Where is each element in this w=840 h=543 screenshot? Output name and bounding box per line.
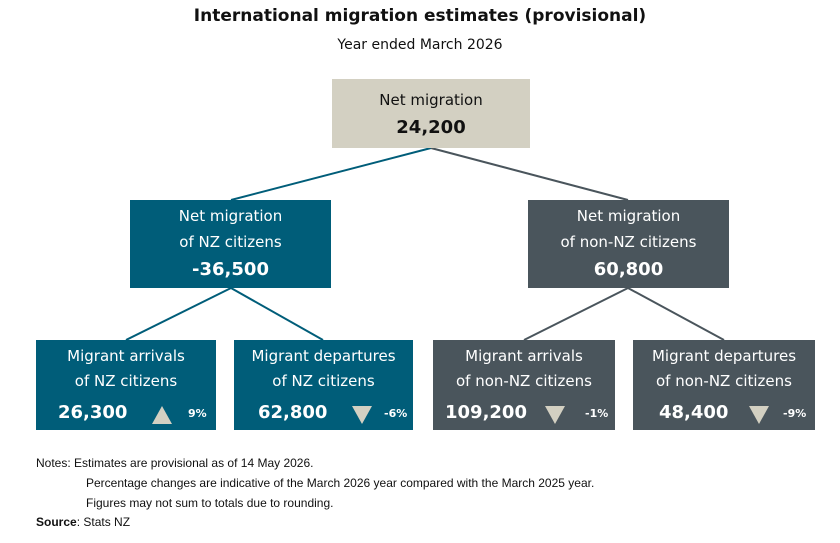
non-nz-net-label-line1: Net migration — [576, 207, 681, 225]
non-nz-departures-label-line2: of non-NZ citizens — [656, 372, 792, 390]
diagram-subtitle: Year ended March 2026 — [337, 37, 503, 53]
nz-departures-box: Migrant departures of NZ citizens 62,800… — [234, 340, 413, 430]
non-nz-citizens-net-box: Net migration of non-NZ citizens 60,800 — [528, 200, 729, 288]
nz-net-value: -36,500 — [192, 259, 269, 280]
down-arrow-icon — [749, 406, 769, 424]
notes-line3: Figures may not sum to totals due to rou… — [86, 496, 334, 510]
down-arrow-icon — [352, 406, 372, 424]
non-nz-net-value: 60,800 — [593, 259, 664, 280]
nz-departures-label-line1: Migrant departures — [251, 347, 396, 365]
nz-arrivals-label-line2: of NZ citizens — [74, 372, 178, 390]
notes-line1: Estimates are provisional as of 14 May 2… — [74, 456, 314, 470]
nz-departures-label-line2: of NZ citizens — [272, 372, 375, 390]
non-nz-arrivals-label-line1: Migrant arrivals — [465, 347, 583, 365]
net-migration-box: Net migration 24,200 — [332, 79, 530, 148]
connector-root-non-nz — [430, 147, 629, 201]
non-nz-arrivals-box: Migrant arrivals of non-NZ citizens 109,… — [433, 340, 615, 430]
non-nz-arrivals-value: 109,200 — [445, 402, 527, 423]
source-label: Source — [36, 515, 77, 529]
non-nz-departures-box: Migrant departures of non-NZ citizens 48… — [633, 340, 815, 430]
non-nz-departures-label-line1: Migrant departures — [651, 347, 797, 365]
nz-arrivals-box: Migrant arrivals of NZ citizens 26,300 9… — [36, 340, 216, 430]
notes-label: Notes: — [36, 456, 71, 470]
connector-non-nz-departures — [627, 287, 725, 341]
down-arrow-icon — [545, 406, 565, 424]
non-nz-arrivals-change: -1% — [585, 407, 609, 420]
diagram-title: International migration estimates (provi… — [193, 6, 647, 26]
net-migration-label: Net migration — [379, 91, 483, 109]
notes-line2: Percentage changes are indicative of the… — [86, 476, 595, 490]
connector-root-nz — [230, 147, 432, 201]
non-nz-net-label-line2: of non-NZ citizens — [560, 233, 697, 251]
connector-non-nz-arrivals — [523, 287, 629, 341]
nz-departures-value: 62,800 — [258, 402, 328, 423]
connector-nz-departures — [230, 287, 324, 341]
notes: Notes: Estimates are provisional as of 1… — [36, 453, 594, 513]
source: Source: Stats NZ — [36, 515, 130, 529]
connector-nz-arrivals — [125, 287, 232, 341]
nz-departures-change: -6% — [384, 407, 408, 420]
non-nz-arrivals-label-line2: of non-NZ citizens — [456, 372, 592, 390]
nz-arrivals-label-line1: Migrant arrivals — [67, 347, 185, 365]
nz-arrivals-change: 9% — [188, 407, 207, 420]
net-migration-value: 24,200 — [396, 117, 466, 138]
up-arrow-icon — [152, 406, 172, 424]
nz-net-label-line2: of NZ citizens — [179, 233, 282, 251]
nz-citizens-net-box: Net migration of NZ citizens -36,500 — [130, 200, 331, 288]
source-text: : Stats NZ — [76, 515, 131, 529]
non-nz-departures-value: 48,400 — [659, 402, 729, 423]
nz-net-label-line1: Net migration — [178, 207, 283, 225]
nz-arrivals-value: 26,300 — [58, 402, 128, 423]
non-nz-departures-change: -9% — [783, 407, 807, 420]
